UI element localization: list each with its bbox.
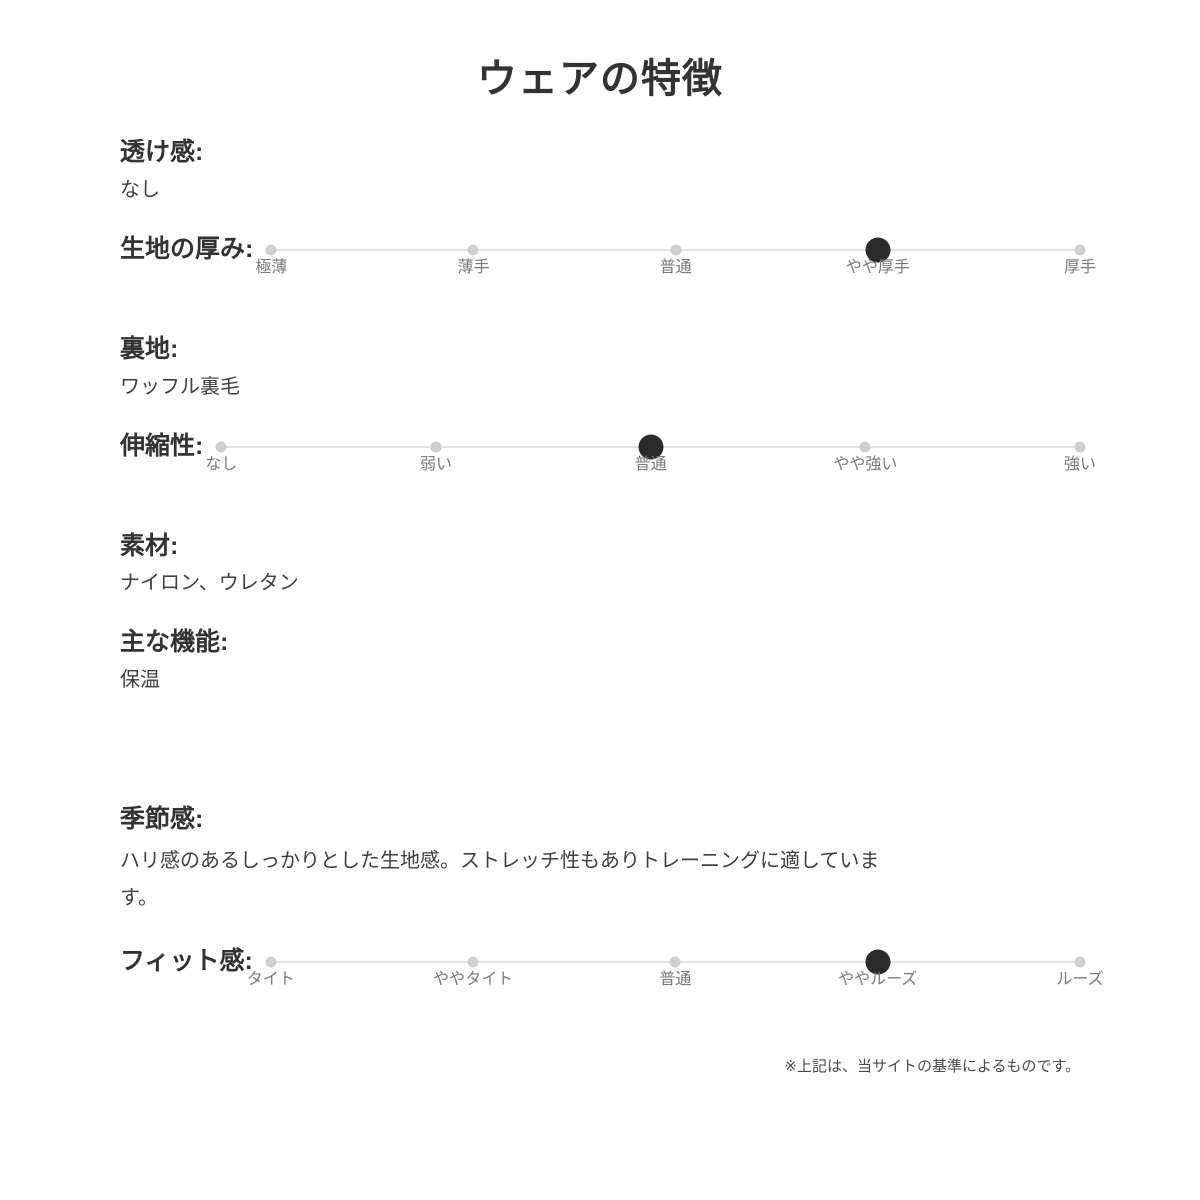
feature-section: 素材: ナイロン、ウレタン xyxy=(120,530,1080,599)
slider-tick-label: 極薄 xyxy=(255,258,288,276)
feature-panel: ウェアの特徴 透け感: なし 生地の厚み: 極薄 薄手 普通 やや厚手 厚手 裏地: ワ… xyxy=(120,0,1104,1076)
slider-tick-label: やや強い xyxy=(833,455,898,473)
slider-dot xyxy=(1074,441,1086,452)
slider-tick-label: 普通 xyxy=(659,258,692,276)
slider-tick-label: 強い xyxy=(1063,455,1097,473)
feature-value: ナイロン、ウレタン xyxy=(120,572,299,595)
feature-section: 伸縮性: なし 弱い 普通 やや強い 強い xyxy=(120,430,1096,473)
slider-tick-label: 普通 xyxy=(634,455,667,473)
feature-label: 生地の厚み: xyxy=(120,234,254,263)
slider-tick-label: タイト xyxy=(246,970,295,988)
slider-tick-label: なし xyxy=(205,455,238,473)
feature-section: 主な機能: 保温 xyxy=(120,626,1080,695)
feature-label: 素材: xyxy=(120,531,179,560)
feature-label: 季節感: xyxy=(120,805,204,833)
feature-value: ワッフル裏毛 xyxy=(120,375,240,398)
slider-tick-label: ルーズ xyxy=(1056,970,1104,988)
slider-dot xyxy=(859,441,871,452)
slider-tick-label: 厚手 xyxy=(1063,258,1097,276)
slider-dot xyxy=(1074,244,1086,256)
slider-dot xyxy=(670,244,682,256)
slider-dot xyxy=(215,441,227,452)
feature-section: 生地の厚み: 極薄 薄手 普通 やや厚手 厚手 xyxy=(120,233,1096,276)
rating-slider: タイト ややタイト 普通 ややルーズ ルーズ xyxy=(247,945,1104,988)
slider-dot xyxy=(669,956,681,968)
slider-tick-label: 弱い xyxy=(419,455,452,473)
feature-section: 裏地: ワッフル裏毛 xyxy=(120,333,1080,402)
slider-tick-label: やや厚手 xyxy=(845,258,910,276)
slider-dot xyxy=(1074,956,1086,968)
slider-dot-selected xyxy=(865,949,891,975)
slider-tick-label: ややルーズ xyxy=(838,970,918,988)
feature-value: ハリ感のあるしっかりとした生地感。ストレッチ性もありトレーニングに適しています。 xyxy=(120,849,880,909)
feature-label: フィット感: xyxy=(120,946,253,975)
slider-dot xyxy=(265,244,277,256)
feature-label: 裏地: xyxy=(120,334,179,363)
rating-slider: なし 弱い 普通 やや強い 強い xyxy=(205,430,1096,473)
feature-label: 透け感: xyxy=(120,138,204,166)
slider-tick-label: 薄手 xyxy=(457,258,490,276)
feature-section: フィット感: タイト ややタイト 普通 ややルーズ ルーズ xyxy=(120,945,1104,988)
slider-dot-selected xyxy=(638,434,664,459)
feature-section: 透け感: なし xyxy=(120,136,1080,205)
slider-tick-label: ややタイト xyxy=(433,970,514,988)
slider-dot xyxy=(467,956,479,968)
feature-sections: 透け感: なし 生地の厚み: 極薄 薄手 普通 やや厚手 厚手 裏地: ワッフル裏毛 伸… xyxy=(120,136,1104,988)
feature-value: 保温 xyxy=(120,669,160,691)
slider-dot xyxy=(467,244,479,256)
footer-note: ※上記は、当サイトの基準によるものです。 xyxy=(784,1057,1080,1075)
slider-dot xyxy=(430,441,442,452)
slider-dot-selected xyxy=(865,237,891,263)
feature-label: 主な機能: xyxy=(120,628,229,657)
feature-section: 季節感: ハリ感のあるしっかりとした生地感。ストレッチ性もありトレーニングに適し… xyxy=(120,803,1080,917)
page-title: ウェアの特徴 xyxy=(477,57,723,101)
feature-value: なし xyxy=(120,178,160,201)
feature-label: 伸縮性: xyxy=(120,431,204,460)
rating-slider: 極薄 薄手 普通 やや厚手 厚手 xyxy=(255,233,1096,276)
slider-dot xyxy=(265,956,277,968)
slider-tick-label: 普通 xyxy=(659,970,692,988)
